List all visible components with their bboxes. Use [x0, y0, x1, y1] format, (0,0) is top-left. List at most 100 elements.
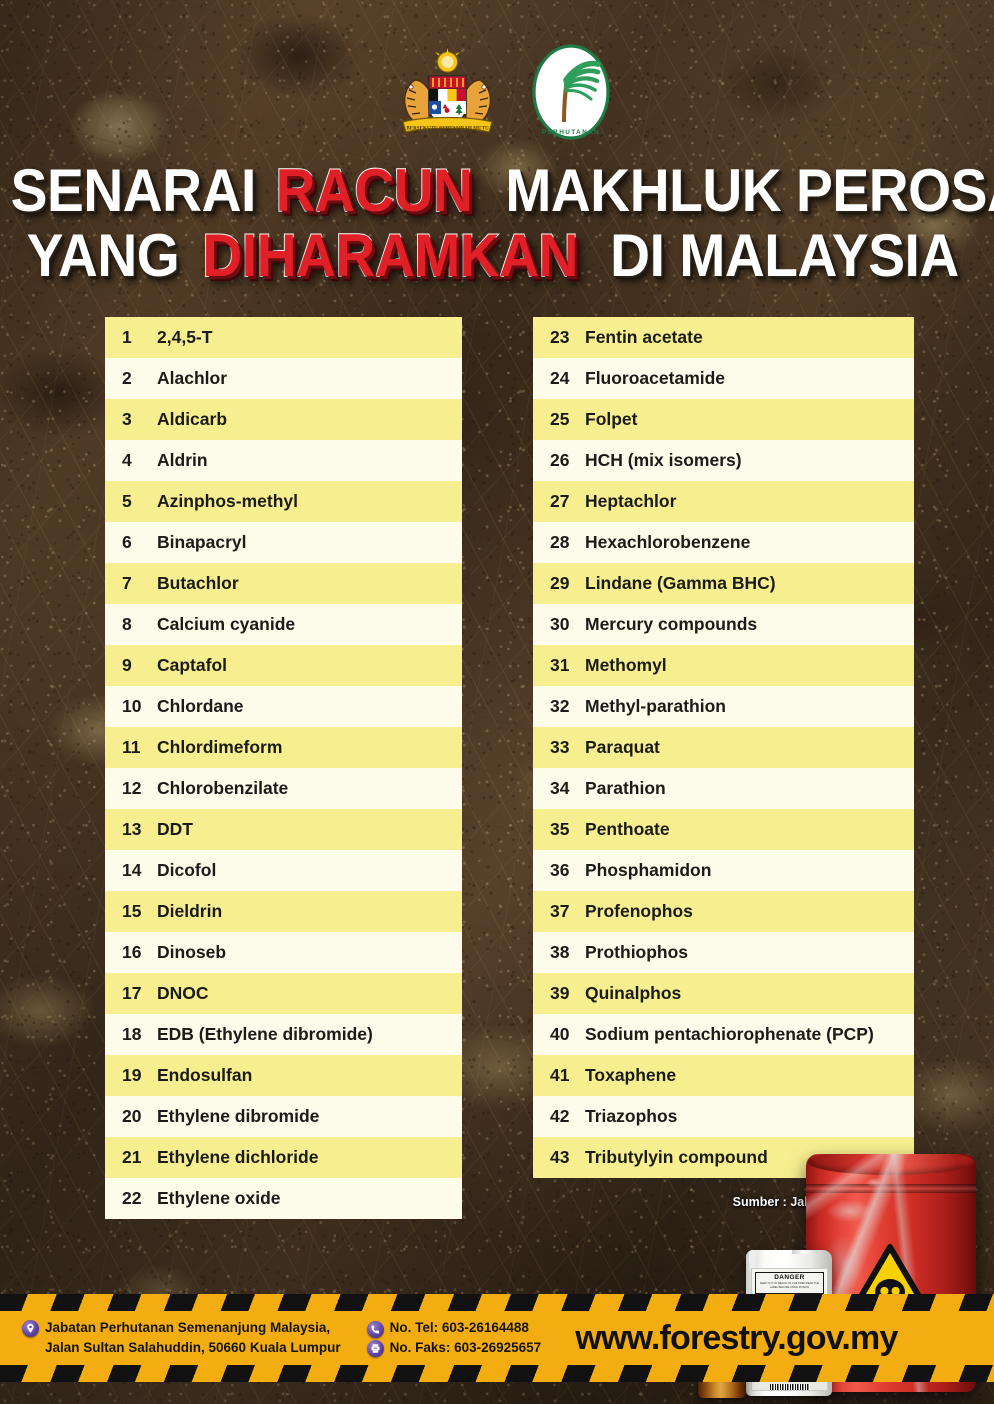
pesticide-number: 20	[122, 1106, 142, 1126]
pesticide-row: 11 Chlordimeform	[105, 727, 462, 768]
pesticide-number: 7	[122, 573, 132, 593]
pesticide-number: 2	[122, 368, 132, 388]
pesticide-row: 21 Ethylene dichloride	[105, 1137, 462, 1178]
pesticide-number: 35	[550, 819, 570, 839]
title-word-senarai: SENARAI	[10, 157, 257, 224]
pesticide-number: 31	[550, 655, 570, 675]
jug-danger-subtext: KEEP OUT OF REACH OF CHILDREN READ THE L…	[759, 1282, 820, 1289]
footer-tel-line: No. Tel: 603-26164488	[366, 1318, 542, 1338]
pesticide-row: 10 Chlordane	[105, 686, 462, 727]
pesticide-number: 25	[550, 409, 570, 429]
pesticide-number: 28	[550, 532, 570, 552]
pesticide-number: 34	[550, 778, 570, 798]
pesticide-row: 29 Lindane (Gamma BHC)	[533, 563, 914, 604]
pesticide-number: 23	[550, 327, 570, 347]
jug-barcode	[769, 1384, 810, 1390]
pesticide-row: 5 Azinphos-methyl	[105, 481, 462, 522]
pesticide-name: Profenophos	[585, 901, 693, 921]
pesticide-name: Hexachlorobenzene	[585, 532, 751, 552]
pesticide-name: Methyl-parathion	[585, 696, 726, 716]
footer-website-url[interactable]: www.forestry.gov.my	[575, 1318, 898, 1357]
pesticide-row: 30 Mercury compounds	[533, 604, 914, 645]
pesticide-name: Methomyl	[585, 655, 667, 675]
pesticide-number: 14	[122, 860, 142, 880]
pesticide-name: Toxaphene	[585, 1065, 677, 1085]
poster-title: SENARAI RACUN MAKHLUK PEROSAK YANG DIHAR…	[0, 157, 994, 289]
pesticide-row: 40 Sodium pentachiorophenate (PCP)	[533, 1014, 914, 1055]
logo-row: BERSEKUTU BERTAMBAH MUTU PERHUTANAN	[0, 44, 994, 140]
malaysia-coat-of-arms-logo: BERSEKUTU BERTAMBAH MUTU	[385, 46, 510, 138]
pesticide-row: 31 Methomyl	[533, 645, 914, 686]
pesticide-number: 11	[122, 737, 141, 757]
footer-fax-text: No. Faks: 603-26925657	[389, 1340, 542, 1355]
pesticide-number: 17	[122, 983, 142, 1003]
pesticide-row: 24 Fluoroacetamide	[533, 358, 914, 399]
pesticide-number: 16	[122, 942, 142, 962]
svg-text:PERHUTANAN: PERHUTANAN	[541, 129, 599, 136]
title-line-1: SENARAI RACUN MAKHLUK PEROSAK	[0, 157, 994, 224]
pesticide-name: Chlordane	[157, 696, 244, 716]
pesticide-number: 19	[122, 1065, 142, 1085]
pesticide-row: 34 Parathion	[533, 768, 914, 809]
pesticide-row: 6 Binapacryl	[105, 522, 462, 563]
pesticide-row: 7 Butachlor	[105, 563, 462, 604]
pesticide-number: 41	[550, 1065, 570, 1085]
footer-tel-text: No. Tel: 603-26164488	[389, 1320, 529, 1336]
jug-danger-word: DANGER	[774, 1274, 805, 1281]
pesticide-row: 28 Hexachlorobenzene	[533, 522, 914, 563]
pesticide-name: Triazophos	[585, 1106, 678, 1126]
banned-pesticide-lists: 1 2,4,5-T 2 Alachlor 3 Aldicarb 4 Aldrin 5 Azinph…	[0, 317, 994, 1219]
pesticide-row: 41 Toxaphene	[533, 1055, 914, 1096]
pesticide-row: 15 Dieldrin	[105, 891, 462, 932]
pesticide-name: Dicofol	[157, 860, 217, 880]
pesticide-number: 6	[122, 532, 132, 552]
pesticide-row: 37 Profenophos	[533, 891, 914, 932]
title-words-di-malaysia: DI MALAYSIA	[609, 222, 959, 289]
footer-fax-line: No. Faks: 603-26925657	[366, 1338, 542, 1358]
pesticide-name: Endosulfan	[157, 1065, 253, 1085]
pesticide-name: Lindane (Gamma BHC)	[585, 573, 776, 593]
footer-address-text: Jabatan Perhutanan Semenanjung Malaysia,…	[45, 1318, 341, 1357]
jug-neck	[792, 1250, 818, 1254]
pesticide-row: 12 Chlorobenzilate	[105, 768, 462, 809]
pesticide-row: 33 Paraquat	[533, 727, 914, 768]
location-pin-icon	[22, 1320, 39, 1338]
pesticide-number: 4	[122, 450, 132, 470]
footer-address: Jabatan Perhutanan Semenanjung Malaysia,…	[22, 1318, 341, 1357]
pesticide-name: Binapacryl	[157, 532, 247, 552]
pesticide-name: Fluoroacetamide	[585, 368, 726, 388]
pesticide-name: 2,4,5-T	[157, 327, 213, 347]
title-words-makhluk-perosak: MAKHLUK PEROSAK	[505, 157, 994, 224]
pesticide-number: 43	[550, 1147, 570, 1167]
pesticide-name: Alachlor	[157, 368, 228, 388]
pesticide-number: 39	[550, 983, 570, 1003]
pesticide-number: 32	[550, 696, 570, 716]
pesticide-row: 22 Ethylene oxide	[105, 1178, 462, 1219]
pesticide-name: Phosphamidon	[585, 860, 712, 880]
pesticide-row: 20 Ethylene dibromide	[105, 1096, 462, 1137]
forestry-department-logo: PERHUTANAN	[531, 44, 610, 140]
pesticide-number: 13	[122, 819, 142, 839]
pesticide-row: 8 Calcium cyanide	[105, 604, 462, 645]
pesticide-row: 39 Quinalphos	[533, 973, 914, 1014]
footer-contacts: No. Tel: 603-26164488 No. Faks: 603-2692…	[366, 1318, 542, 1358]
pesticide-number: 3	[122, 409, 132, 429]
pesticide-name: Dieldrin	[157, 901, 223, 921]
pesticide-name: DNOC	[157, 983, 209, 1003]
footer-address-line-1: Jabatan Perhutanan Semenanjung Malaysia,	[45, 1320, 331, 1336]
hazard-stripe-top	[0, 1294, 994, 1311]
pesticide-number: 12	[122, 778, 142, 798]
pesticide-name: Butachlor	[157, 573, 239, 593]
pesticide-number: 30	[550, 614, 570, 634]
pesticide-number: 40	[550, 1024, 570, 1044]
pesticide-row: 2 Alachlor	[105, 358, 462, 399]
pesticide-number: 5	[122, 491, 132, 511]
footer-content: Jabatan Perhutanan Semenanjung Malaysia,…	[0, 1311, 994, 1365]
pesticide-name: Chlorobenzilate	[157, 778, 289, 798]
pesticide-name: Ethylene dichloride	[157, 1147, 319, 1167]
pesticide-name: Mercury compounds	[585, 614, 758, 634]
pesticide-name: Heptachlor	[585, 491, 677, 511]
pesticide-name: Chlordimeform	[157, 737, 283, 757]
pesticide-row: 13 DDT	[105, 809, 462, 850]
